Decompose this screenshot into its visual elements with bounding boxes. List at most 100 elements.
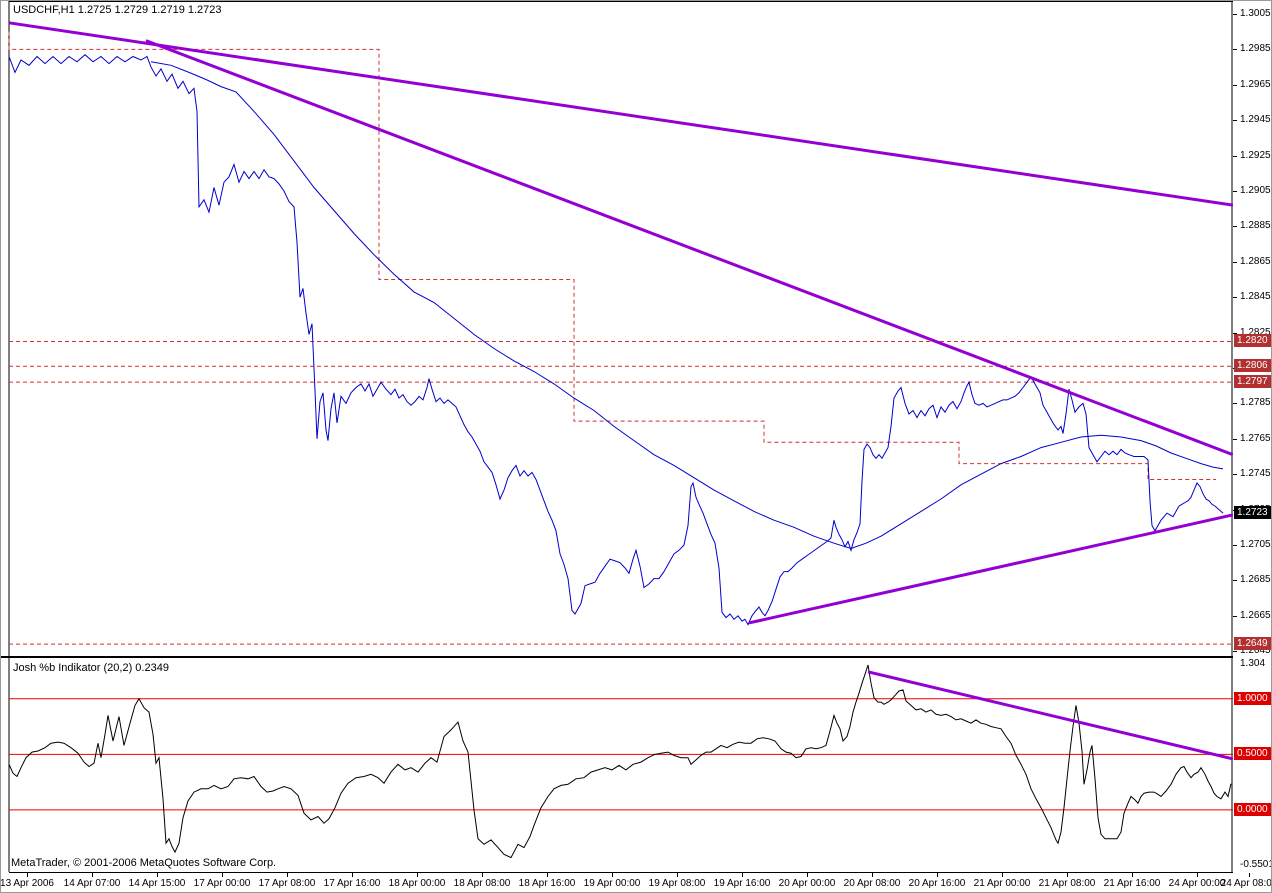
price-tick-label-1.2905: 1.2905 bbox=[1240, 185, 1271, 196]
indicator-panel[interactable] bbox=[1, 658, 1233, 872]
level-badge-1.2820: 1.2820 bbox=[1234, 334, 1271, 348]
time-axis-tick bbox=[157, 873, 158, 877]
price-axis-tick bbox=[1233, 580, 1237, 582]
price-tick-label-1.2865: 1.2865 bbox=[1240, 255, 1271, 267]
time-axis-tick bbox=[352, 873, 353, 877]
price-tick-label-1.2745: 1.2745 bbox=[1240, 468, 1271, 480]
date-label: 21 Apr 00:00 bbox=[973, 878, 1031, 889]
price-tick-label-1.2845: 1.2845 bbox=[1240, 291, 1271, 303]
date-label: 13 Apr 2006 bbox=[0, 878, 54, 889]
time-axis-tick bbox=[417, 873, 418, 877]
copyright-text: MetaTrader, © 2001-2006 MetaQuotes Softw… bbox=[11, 857, 277, 869]
date-label: 20 Apr 08:00 bbox=[843, 878, 901, 889]
bottom-axis-line bbox=[9, 872, 1233, 873]
step-level-line[interactable] bbox=[8, 31, 1216, 480]
price-axis-tick bbox=[1233, 49, 1237, 51]
price-line bbox=[8, 54, 1224, 626]
indicator-name: Josh %b Indikator (20,2) bbox=[13, 662, 133, 674]
date-label: 21 Apr 08:00 bbox=[1038, 878, 1096, 889]
price-axis-tick bbox=[1233, 438, 1237, 440]
date-label: 19 Apr 16:00 bbox=[713, 878, 771, 889]
date-label: 14 Apr 07:00 bbox=[63, 878, 121, 889]
price-axis-tick bbox=[1233, 191, 1237, 192]
indicator-value: 0.2349 bbox=[135, 662, 169, 674]
date-label: 17 Apr 00:00 bbox=[193, 878, 251, 889]
date-label: 21 Apr 16:00 bbox=[1103, 878, 1161, 889]
price-tick-label-1.2665: 1.2665 bbox=[1240, 609, 1271, 621]
price-axis-tick bbox=[1233, 261, 1237, 263]
time-axis-tick bbox=[27, 873, 28, 877]
time-axis-tick bbox=[1132, 873, 1133, 877]
price-axis-tick bbox=[1233, 651, 1237, 653]
price-axis-tick bbox=[1233, 14, 1237, 15]
time-axis[interactable]: 13 Apr 2006 14 Apr 07:00 14 Apr 15:00 17 Ap… bbox=[0, 873, 1272, 892]
time-axis-tick bbox=[287, 873, 288, 877]
indicator-title: Josh %b Indikator (20,2) 0.2349 bbox=[13, 662, 169, 674]
price-tick-label-1.2705: 1.2705 bbox=[1240, 539, 1271, 550]
date-label: 14 Apr 15:00 bbox=[128, 878, 186, 889]
price-axis-tick bbox=[1233, 297, 1237, 299]
middle-trendline[interactable] bbox=[145, 39, 1233, 457]
date-label: 18 Apr 08:00 bbox=[453, 878, 511, 889]
indicator-min-label: -0.5501 bbox=[1240, 858, 1272, 870]
lower-trendline[interactable] bbox=[748, 513, 1233, 625]
panel-divider[interactable] bbox=[1, 656, 1233, 658]
time-axis-tick bbox=[547, 873, 548, 877]
date-label: 24 Apr 08:00 bbox=[1220, 878, 1272, 889]
main-chart-panel[interactable]: USDCHF,H1 1.2725 1.2729 1.2719 1.2723 bbox=[1, 1, 1233, 656]
price-tick-label-1.2785: 1.2785 bbox=[1240, 397, 1271, 409]
price-axis-tick bbox=[1233, 615, 1237, 617]
indicator-max-label: 1.304 bbox=[1240, 658, 1266, 669]
time-axis-tick bbox=[677, 873, 678, 877]
chart-title-text: USDCHF,H1 1.2725 1.2729 1.2719 1.2723 bbox=[13, 4, 222, 16]
indicator-value-axis[interactable]: 1.304 -0.5501 1.0000 0.5000 0.0000 bbox=[1233, 658, 1272, 872]
date-label: 20 Apr 00:00 bbox=[778, 878, 836, 889]
date-label: 18 Apr 00:00 bbox=[388, 878, 446, 889]
price-axis-tick bbox=[1233, 155, 1237, 157]
upper-trendline[interactable] bbox=[8, 21, 1233, 207]
level-badge-1.2797: 1.2797 bbox=[1234, 375, 1271, 389]
price-tick-label-1.2885: 1.2885 bbox=[1240, 220, 1271, 232]
price-axis-tick bbox=[1233, 226, 1237, 228]
time-axis-tick bbox=[612, 873, 613, 877]
price-tick-label-1.2825: 1.2825 bbox=[1240, 326, 1271, 338]
time-axis-tick bbox=[92, 873, 93, 877]
date-label: 24 Apr 00:00 bbox=[1168, 878, 1226, 889]
price-axis-tick bbox=[1233, 403, 1237, 405]
indicator-trendline[interactable] bbox=[867, 670, 1233, 761]
date-label: 17 Apr 08:00 bbox=[258, 878, 316, 889]
price-axis-tick bbox=[1233, 332, 1237, 334]
level-badge-1.2649: 1.2649 bbox=[1234, 637, 1271, 651]
date-label: 19 Apr 00:00 bbox=[583, 878, 641, 889]
time-axis-tick bbox=[807, 873, 808, 877]
price-axis-tick bbox=[1233, 120, 1237, 122]
time-axis-tick bbox=[1249, 873, 1250, 877]
date-label: 19 Apr 08:00 bbox=[648, 878, 706, 889]
price-tick-label-1.2965: 1.2965 bbox=[1240, 78, 1271, 90]
price-tick-label-1.2645: 1.2645 bbox=[1240, 645, 1271, 657]
time-axis-tick bbox=[482, 873, 483, 877]
level-badge-1.2806: 1.2806 bbox=[1234, 359, 1271, 373]
price-tick-label-1.2685: 1.2685 bbox=[1240, 574, 1271, 586]
time-axis-tick bbox=[937, 873, 938, 877]
time-axis-tick bbox=[222, 873, 223, 877]
indicator-level-badge-0.5000: 0.5000 bbox=[1234, 747, 1271, 761]
time-axis-tick bbox=[872, 873, 873, 877]
price-axis-tick bbox=[1233, 474, 1237, 476]
moving-average-line bbox=[150, 61, 1224, 550]
current-price-badge: 1.2723 bbox=[1234, 506, 1271, 520]
price-tick-label-1.2985: 1.2985 bbox=[1240, 43, 1271, 55]
price-tick-label-1.2925: 1.2925 bbox=[1240, 149, 1271, 161]
percent-b-line bbox=[8, 664, 1232, 859]
date-label: 18 Apr 16:00 bbox=[518, 878, 576, 889]
indicator-level-badge-1.0000: 1.0000 bbox=[1234, 691, 1271, 705]
main-price-axis[interactable]: 1.3005 1.2985 1.2965 1.2945 1.2925 1.2905 1.28… bbox=[1233, 1, 1271, 658]
price-axis-tick bbox=[1233, 84, 1237, 86]
time-axis-tick bbox=[1197, 873, 1198, 877]
time-axis-tick bbox=[1067, 873, 1068, 877]
main-chart-svg bbox=[8, 1, 1233, 656]
chart-title: USDCHF,H1 1.2725 1.2729 1.2719 1.2723 bbox=[13, 4, 222, 16]
time-axis-tick bbox=[742, 873, 743, 877]
date-label: 20 Apr 16:00 bbox=[908, 878, 966, 889]
